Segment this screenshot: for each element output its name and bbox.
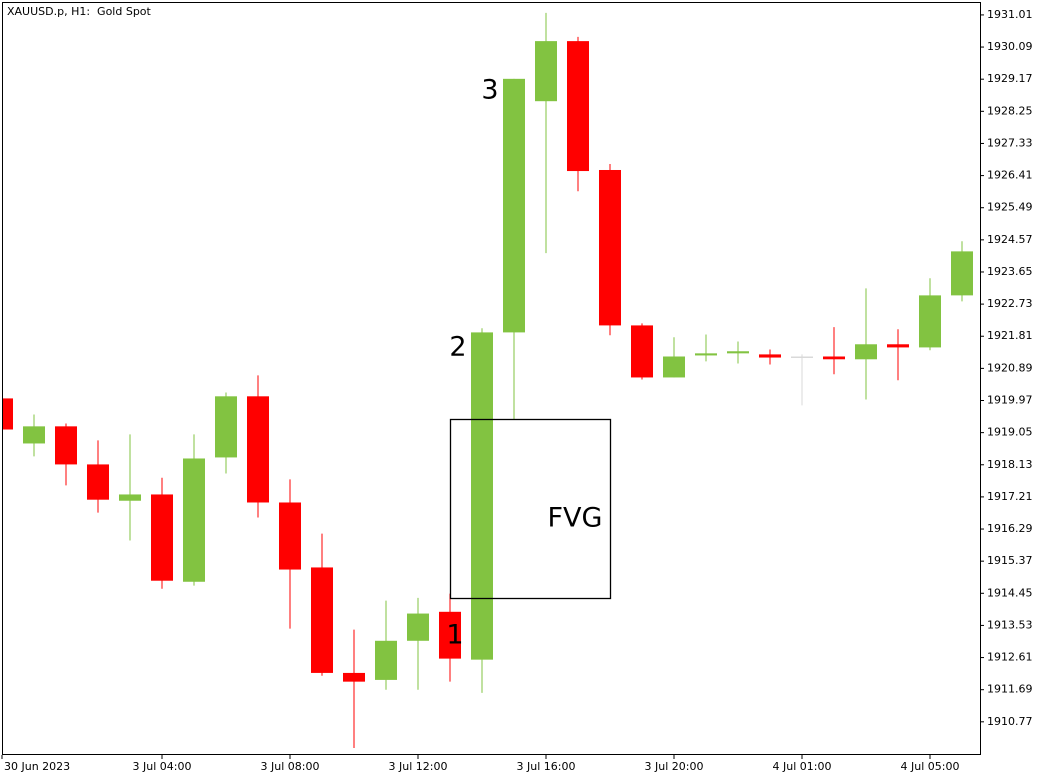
y-tick-label: 1917.21 <box>987 490 1033 503</box>
candle-body <box>151 494 173 581</box>
candle-body <box>663 356 685 378</box>
candle-body <box>951 251 973 296</box>
y-tick-label: 1920.89 <box>987 361 1033 374</box>
candle-body <box>343 672 365 682</box>
candle-body <box>439 611 461 659</box>
y-tick-label: 1923.65 <box>987 265 1033 278</box>
annotation: 2 <box>449 332 466 363</box>
candle-body <box>215 396 237 458</box>
y-tick-label: 1913.53 <box>987 618 1033 631</box>
candle-body <box>87 464 109 500</box>
fvg-box <box>449 418 612 600</box>
plot-frame <box>2 2 981 755</box>
candle-body <box>183 458 205 582</box>
y-tick-label: 1918.13 <box>987 458 1033 471</box>
x-tick-label: 4 Jul 01:00 <box>773 760 832 773</box>
candle-body <box>791 356 813 358</box>
y-tick-label: 1911.69 <box>987 683 1033 696</box>
y-tick-label: 1928.25 <box>987 104 1033 117</box>
candle-body <box>23 426 45 444</box>
y-tick-label: 1912.61 <box>987 651 1033 664</box>
y-tick-label: 1919.05 <box>987 426 1033 439</box>
candle-body <box>471 332 493 660</box>
candle-body <box>823 356 845 360</box>
y-tick-label: 1910.77 <box>987 715 1033 728</box>
x-tick-label: 3 Jul 04:00 <box>133 760 192 773</box>
candle-body <box>119 494 141 501</box>
candle-body <box>375 640 397 680</box>
candle-body <box>407 613 429 641</box>
x-tick-label: 30 Jun 2023 <box>4 760 70 773</box>
y-tick-label: 1927.33 <box>987 136 1033 149</box>
y-tick-label: 1919.97 <box>987 394 1033 407</box>
candle-body <box>919 295 941 348</box>
candle-body <box>279 502 301 570</box>
candle-body <box>503 78 525 333</box>
candle-body <box>631 325 653 378</box>
candle-body <box>55 426 77 465</box>
candle-body <box>855 344 877 360</box>
x-tick-label: 4 Jul 05:00 <box>901 760 960 773</box>
y-tick-label: 1930.09 <box>987 40 1033 53</box>
y-tick-label: 1931.01 <box>987 8 1033 21</box>
y-tick-label: 1924.57 <box>987 233 1033 246</box>
y-tick-label: 1925.49 <box>987 201 1033 214</box>
candle-body <box>535 41 557 102</box>
y-tick-label: 1915.37 <box>987 554 1033 567</box>
annotation: 3 <box>481 75 498 106</box>
y-tick-label: 1929.17 <box>987 72 1033 85</box>
candle-body <box>247 396 269 503</box>
candle-body <box>567 41 589 172</box>
y-tick-label: 1922.73 <box>987 297 1033 310</box>
candle-body <box>599 169 621 326</box>
y-tick-label: 1914.45 <box>987 586 1033 599</box>
candle-body <box>3 398 13 430</box>
x-tick-label: 3 Jul 16:00 <box>517 760 576 773</box>
x-tick-label: 3 Jul 20:00 <box>645 760 704 773</box>
chart-title: XAUUSD.p, H1: Gold Spot <box>7 5 152 18</box>
candle-body <box>887 344 909 348</box>
candle-body <box>759 354 781 358</box>
candle-body <box>727 351 749 354</box>
y-tick-label: 1916.29 <box>987 522 1033 535</box>
y-tick-label: 1921.81 <box>987 329 1033 342</box>
x-tick-label: 3 Jul 08:00 <box>261 760 320 773</box>
y-tick-label: 1926.41 <box>987 169 1033 182</box>
candle-body <box>311 567 333 673</box>
x-tick-label: 3 Jul 12:00 <box>389 760 448 773</box>
annotation: 1 <box>446 620 463 651</box>
annotation: FVG <box>548 503 603 534</box>
candles <box>3 12 973 749</box>
candle-body <box>695 353 717 356</box>
